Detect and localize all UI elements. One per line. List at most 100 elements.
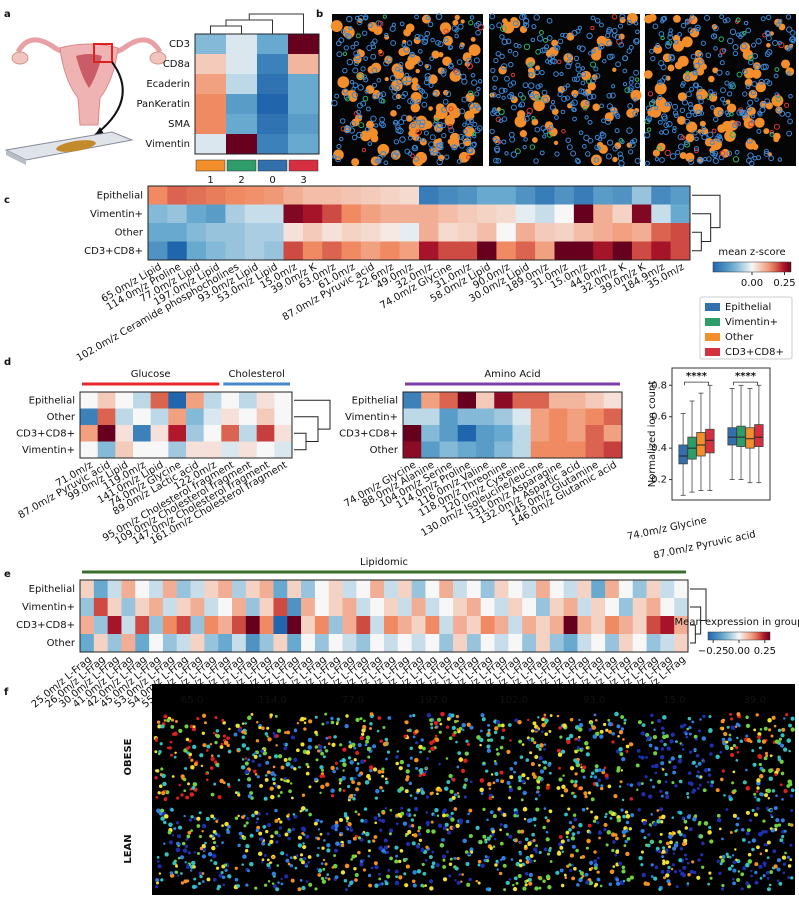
pixel-cell — [163, 820, 167, 825]
cell — [403, 46, 410, 53]
pixel-cell — [460, 880, 463, 883]
heatmap-cell — [226, 34, 258, 55]
pixel-cell — [716, 859, 720, 863]
pixel-cell — [430, 722, 434, 726]
pixel-cell — [163, 719, 167, 722]
pixel-cell — [783, 789, 788, 794]
pixel-cell — [578, 722, 584, 728]
pixel-cell — [236, 884, 241, 888]
pixel-cell — [382, 742, 388, 747]
heatmap-cell — [425, 598, 440, 617]
cell — [398, 119, 405, 126]
pixel-cell — [556, 748, 561, 753]
pixel-cell — [708, 825, 712, 830]
pixel-cell — [526, 818, 532, 823]
cell — [719, 48, 726, 55]
cell — [754, 64, 760, 71]
heatmap-cell — [204, 634, 219, 653]
cell — [729, 112, 734, 117]
heatmap-cell — [670, 186, 691, 205]
cell — [523, 17, 530, 25]
heatmap-cell — [439, 598, 454, 617]
cell — [685, 70, 690, 75]
pixel-cell — [242, 854, 247, 859]
heatmap-cell — [421, 392, 440, 409]
pixel-cell — [287, 862, 291, 866]
pixel-cell — [560, 749, 566, 754]
pixel-cell — [629, 783, 634, 787]
pixel-cell — [565, 835, 569, 839]
pixel-cell — [260, 749, 264, 753]
pixel-cell — [304, 862, 308, 866]
cell — [383, 60, 390, 67]
cell — [579, 45, 586, 52]
pixel-cell — [160, 808, 165, 813]
heatmap-cell — [257, 74, 289, 95]
pixel-cell — [580, 768, 586, 773]
cell — [690, 109, 695, 115]
cell — [703, 156, 708, 162]
heatmap-cell — [245, 616, 260, 635]
pixel-cell — [426, 823, 430, 827]
heatmap-cell — [273, 616, 288, 635]
pixel-cell — [515, 861, 521, 867]
pixel-cell — [233, 732, 238, 737]
pixel-cell — [729, 712, 732, 716]
pixel-cell — [485, 769, 489, 773]
pixel-cell — [314, 745, 319, 749]
pixel-cell — [386, 874, 391, 879]
pixel-cell — [434, 726, 437, 729]
cell — [746, 105, 752, 112]
pixel-cell — [394, 859, 399, 864]
pixel-cell — [348, 794, 354, 799]
pixel-cell — [742, 780, 747, 785]
heatmap-cell — [670, 204, 691, 224]
heatmap-cell — [206, 186, 226, 205]
heatmap-cell — [162, 598, 178, 617]
pixel-cell — [773, 864, 778, 869]
pixel-cell — [398, 859, 402, 864]
pixel-cell — [168, 840, 174, 845]
pixel-cell — [502, 813, 507, 817]
pixel-cell — [653, 728, 656, 731]
cell — [510, 151, 518, 158]
cell — [546, 132, 553, 138]
cell — [494, 139, 501, 145]
pixel-cell — [620, 727, 625, 731]
pixel-cell — [686, 882, 690, 885]
pixel-cell — [368, 765, 374, 770]
pixel-cell — [701, 736, 707, 741]
cell — [349, 79, 355, 85]
pixel-cell — [241, 743, 247, 748]
cell — [549, 104, 556, 111]
panel-label: a — [4, 9, 11, 20]
pixel-cell — [509, 775, 514, 780]
cell — [375, 20, 382, 27]
pixel-cell — [499, 770, 504, 775]
cell — [508, 61, 514, 68]
cell — [406, 40, 413, 46]
heatmap-cell — [585, 425, 605, 442]
heatmap-cell — [494, 441, 513, 459]
pixel-cell — [431, 829, 436, 834]
pixel-cell — [514, 718, 519, 723]
cell — [428, 141, 435, 148]
pixel-cell — [415, 766, 419, 770]
pixel-cell — [693, 734, 698, 739]
heatmap-cell — [522, 634, 537, 653]
pixel-cell — [368, 849, 371, 853]
pixel-cell — [357, 812, 361, 816]
heatmap-cell — [341, 223, 362, 242]
heatmap-cell — [322, 186, 342, 205]
pixel-cell — [359, 735, 364, 741]
heatmap-cell — [342, 598, 357, 617]
pixel-cell — [455, 740, 458, 744]
pixel-cell — [196, 824, 201, 828]
cell — [590, 25, 595, 31]
cell — [505, 38, 512, 45]
pixel-cell — [685, 857, 688, 861]
pixel-cell — [354, 878, 358, 882]
pixel-cell — [293, 814, 298, 819]
pixel-cell — [410, 818, 415, 822]
pixel-cell — [653, 876, 658, 881]
